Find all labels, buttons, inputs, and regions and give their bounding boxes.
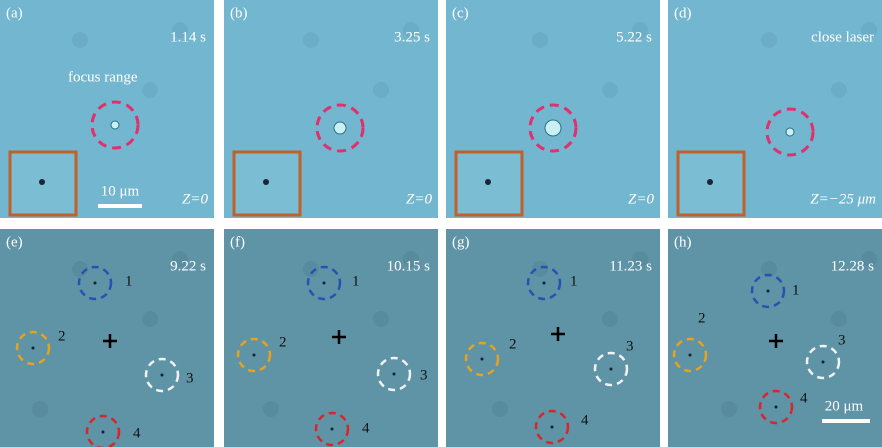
spot	[831, 82, 847, 98]
scale-bar	[98, 204, 142, 208]
particle	[775, 406, 778, 409]
z-label: Z=−25 μm	[810, 191, 876, 207]
spot	[761, 32, 777, 48]
spot	[492, 401, 508, 417]
time-label: 1.14 s	[170, 29, 206, 45]
particle	[767, 290, 770, 293]
time-label: 10.15 s	[387, 258, 431, 274]
marker-number: 4	[800, 390, 808, 406]
particle	[545, 120, 561, 136]
particle	[253, 354, 256, 357]
z-label: Z=0	[406, 191, 432, 207]
marker-number: 1	[792, 282, 800, 298]
inset-particle	[707, 179, 713, 185]
time-label: 9.22 s	[170, 258, 206, 274]
marker-number: 2	[698, 310, 706, 326]
panel: (e) 9.22 s 1 2 3 4	[0, 229, 214, 447]
marker-number: 1	[352, 273, 360, 289]
spot	[303, 32, 319, 48]
particle	[161, 374, 164, 377]
spot	[32, 401, 48, 417]
panel-label: (b)	[230, 5, 248, 21]
particle	[94, 282, 97, 285]
scale-label: 10 μm	[101, 183, 140, 199]
panel-label: (f)	[230, 234, 245, 250]
particle	[323, 282, 326, 285]
panel-label: (c)	[452, 5, 469, 21]
marker-number: 2	[279, 334, 287, 350]
marker-number: 3	[420, 367, 428, 383]
spot	[142, 82, 158, 98]
time-label: 12.28 s	[831, 258, 875, 274]
panel: (h) 12.28 s 1 2 3 4 20 μm	[668, 229, 882, 447]
particle	[393, 373, 396, 376]
marker-number: 3	[626, 338, 634, 354]
scale-bar	[822, 419, 870, 423]
particle	[481, 358, 484, 361]
scale-label: 20 μm	[825, 398, 864, 414]
marker-number: 1	[570, 273, 578, 289]
panel: (a) 1.14 s Z=0 focus range 10 μm	[0, 0, 214, 218]
panel-label: (h)	[674, 234, 692, 250]
time-label: 11.23 s	[609, 258, 652, 274]
marker-number: 3	[186, 370, 194, 386]
particle	[822, 361, 825, 364]
time-label: close laser	[811, 29, 874, 45]
spot	[303, 261, 319, 277]
panel: (c) 5.22 s Z=0	[446, 0, 660, 218]
inset-particle	[485, 179, 491, 185]
particle	[610, 368, 613, 371]
particle	[689, 354, 692, 357]
z-label: Z=0	[628, 191, 654, 207]
panel: (g) 11.23 s 1 2 3 4	[446, 229, 660, 447]
panel-label: (d)	[674, 5, 692, 21]
spot	[602, 311, 618, 327]
particle	[334, 122, 346, 134]
particle	[111, 121, 119, 129]
panel-label: (e)	[6, 234, 23, 250]
spot	[831, 311, 847, 327]
panel-label: (a)	[6, 5, 23, 21]
particle	[32, 347, 35, 350]
spot	[72, 32, 88, 48]
marker-number: 1	[125, 273, 133, 289]
particle	[102, 431, 105, 434]
particle	[551, 426, 554, 429]
time-label: 3.25 s	[394, 29, 430, 45]
marker-number: 3	[838, 332, 846, 348]
spot	[373, 82, 389, 98]
inset-particle	[39, 179, 45, 185]
panel-label: (g)	[452, 234, 470, 250]
spot	[602, 82, 618, 98]
marker-number: 2	[58, 328, 66, 344]
particle	[786, 128, 794, 136]
time-label: 5.22 s	[616, 29, 652, 45]
panel: (d) close laser Z=−25 μm	[668, 0, 882, 218]
spot	[721, 401, 737, 417]
annotation: focus range	[68, 69, 138, 85]
marker-number: 4	[581, 412, 589, 428]
marker-number: 4	[133, 425, 141, 441]
z-label: Z=0	[182, 191, 208, 207]
spot	[532, 32, 548, 48]
particle	[543, 282, 546, 285]
marker-number: 4	[362, 420, 370, 436]
panel: (f) 10.15 s 1 2 3 4	[224, 229, 438, 447]
particle	[331, 428, 334, 431]
figure: (a) 1.14 s Z=0 focus range 10 μm (b) 3.25 s Z=0…	[0, 0, 882, 447]
panel: (b) 3.25 s Z=0	[224, 0, 438, 218]
inset-particle	[263, 179, 269, 185]
spot	[373, 311, 389, 327]
marker-number: 2	[509, 336, 517, 352]
spot	[263, 401, 279, 417]
spot	[142, 311, 158, 327]
